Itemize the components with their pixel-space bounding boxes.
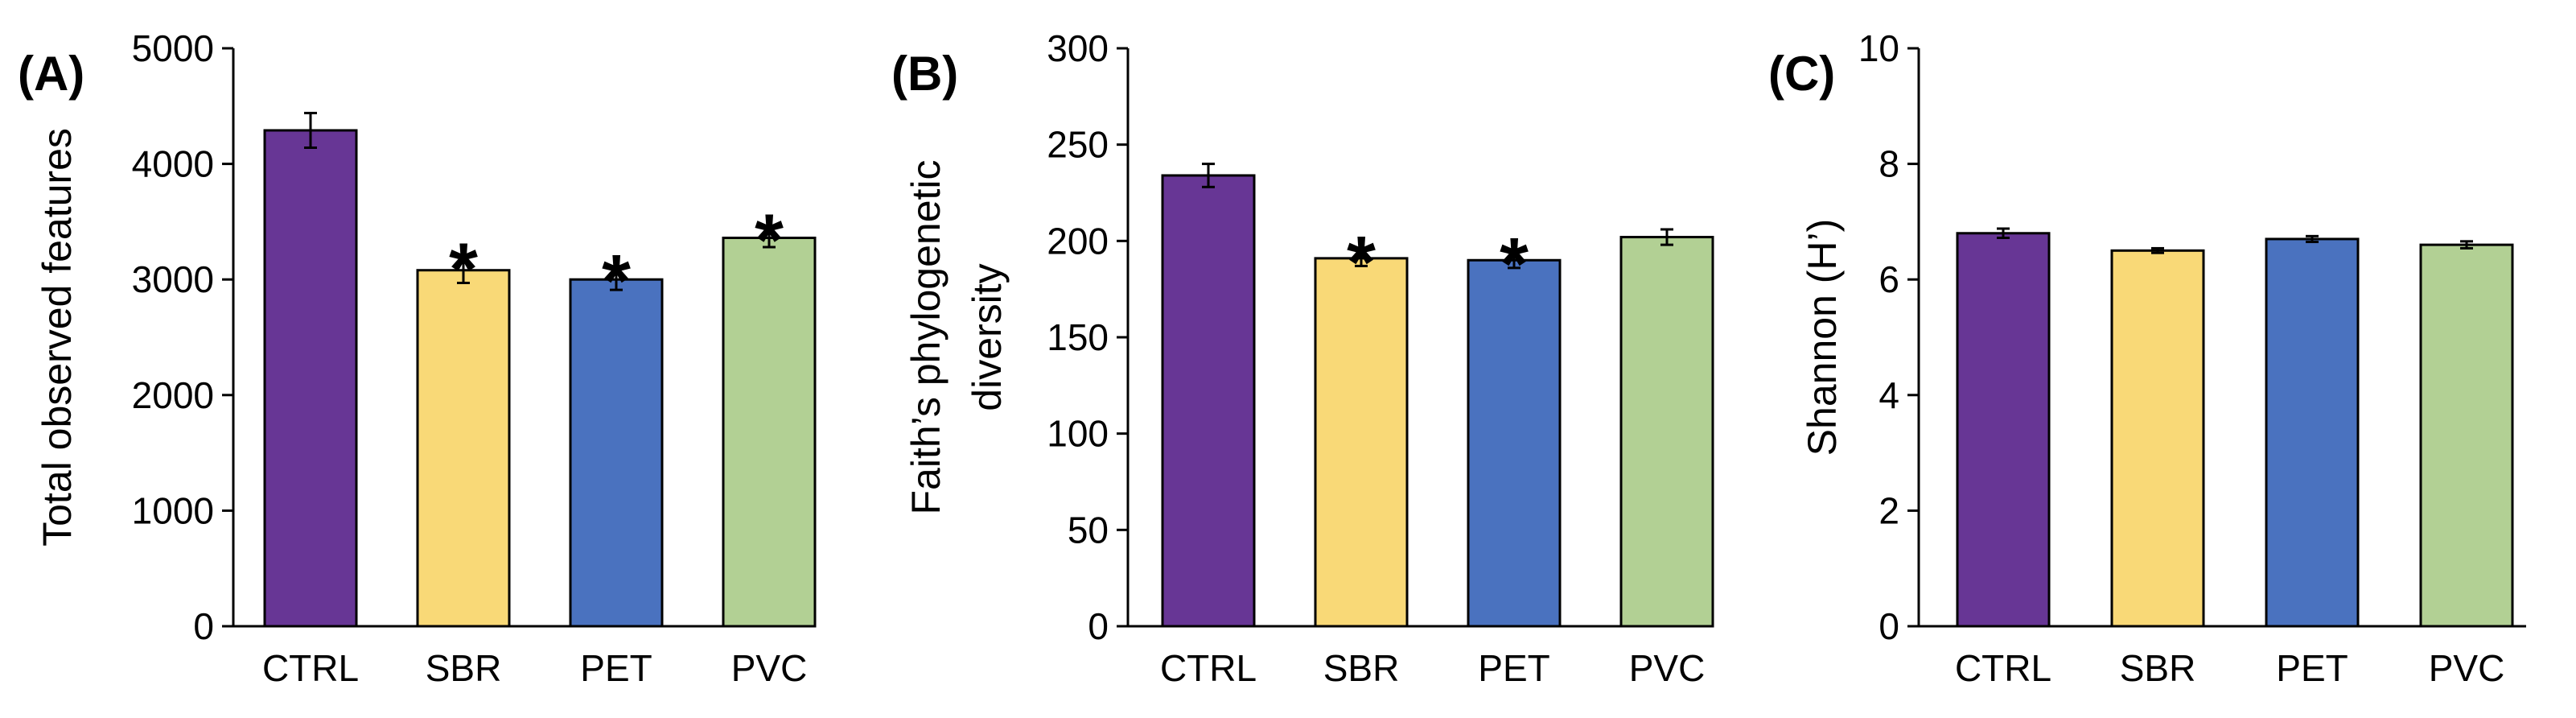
y-axis-title-line: Faith’s phylogenetic [903, 159, 949, 514]
bar-ctrl [1956, 232, 2051, 628]
y-tick-label: 3000 [132, 258, 214, 300]
panel-label: (B) [891, 47, 958, 101]
bar-sbr [1314, 257, 1409, 628]
x-category-label: PVC [2429, 647, 2505, 689]
y-tick-label: 2000 [132, 374, 214, 416]
y-tick-label: 6 [1879, 258, 1899, 300]
y-tick-label: 200 [1047, 220, 1109, 262]
x-category-label: SBR [2120, 647, 2196, 689]
y-tick-label: 0 [193, 605, 214, 647]
y-tick-label: 2 [1879, 489, 1899, 531]
x-category-label: PET [580, 647, 652, 689]
y-tick-label: 0 [1879, 605, 1899, 647]
x-category-label: PET [2276, 647, 2348, 689]
x-category-label: CTRL [1955, 647, 2051, 689]
x-category-label: CTRL [262, 647, 359, 689]
bar-pvc [1619, 236, 1714, 628]
y-tick-label: 150 [1047, 316, 1109, 358]
y-tick-label: 250 [1047, 124, 1109, 166]
y-tick-label: 8 [1879, 143, 1899, 185]
y-tick-label: 50 [1068, 509, 1109, 551]
panel-c: (C) Shannon (H’) 0 2 4 6 8 10 CTRL SBR PET PVC [1768, 27, 2526, 689]
bar-pet [1467, 258, 1562, 628]
bar-sbr [416, 269, 511, 628]
bar-ctrl [1161, 174, 1256, 628]
bar-pvc [2419, 243, 2514, 628]
x-category-label: PVC [1629, 647, 1706, 689]
y-tick-label: 5000 [132, 27, 214, 69]
significance-star: * [1500, 224, 1529, 306]
x-category-label: CTRL [1160, 647, 1257, 689]
y-axis-title-line: diversity [965, 263, 1010, 411]
y-axis-title: Shannon (H’) [1800, 219, 1845, 456]
x-category-label: PET [1478, 647, 1549, 689]
bar-pet [2265, 237, 2360, 628]
y-tick-label: 100 [1047, 413, 1109, 455]
y-tick-label: 10 [1858, 27, 1899, 69]
significance-star: * [602, 240, 631, 322]
panel-a: (A) Total observed features 0 1000 2000 3000 4… [18, 27, 817, 689]
panel-label: (A) [18, 47, 84, 101]
panel-b: (B) Faith’s phylogenetic diversity 0 50 100 15… [891, 27, 1714, 689]
y-axis-title: Total observed features [35, 128, 80, 547]
x-category-label: PVC [731, 647, 808, 689]
y-tick-label: 300 [1047, 27, 1109, 69]
y-tick-label: 1000 [132, 489, 214, 531]
x-category-label: SBR [1323, 647, 1400, 689]
x-category-label: SBR [426, 647, 502, 689]
bar-ctrl [263, 129, 358, 628]
y-tick-label: 0 [1088, 605, 1109, 647]
bar-pet [569, 278, 664, 628]
significance-star: * [449, 229, 478, 311]
bar-pvc [722, 237, 817, 628]
y-tick-label: 4 [1879, 374, 1899, 416]
bar-sbr [2110, 249, 2205, 628]
significance-star: * [755, 200, 784, 282]
panel-label: (C) [1768, 47, 1835, 101]
y-tick-label: 4000 [132, 143, 214, 185]
significance-star: * [1347, 221, 1376, 303]
